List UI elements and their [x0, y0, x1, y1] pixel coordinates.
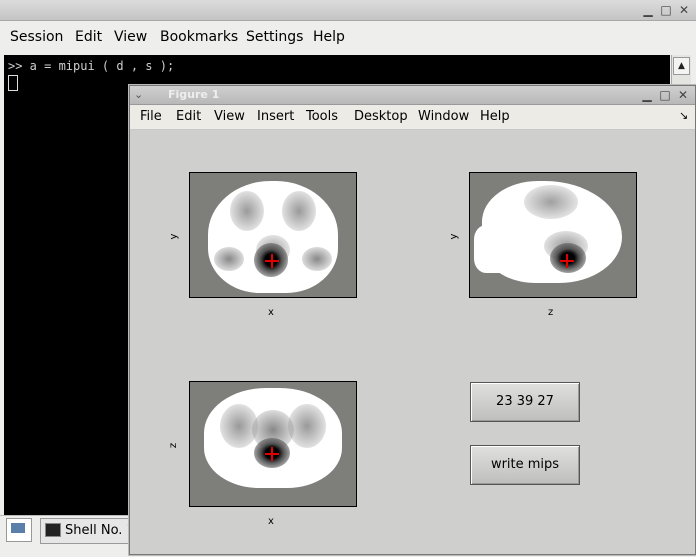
menu-insert[interactable]: Insert	[257, 109, 295, 124]
xlabel-xy: x	[268, 307, 274, 318]
maximize-icon[interactable]: □	[659, 88, 671, 102]
terminal-command-line: >> a = mipui ( d , s );	[8, 59, 175, 73]
menu-view[interactable]: View	[214, 109, 245, 124]
figure-menubar: File Edit View Insert Tools Desktop Wind…	[130, 105, 695, 130]
terminal-cursor	[8, 75, 18, 91]
figure-window: ⌄ Figure 1 ▁ □ ✕ File Edit View Insert T…	[129, 85, 696, 555]
ylabel-xy: y	[168, 233, 180, 240]
crosshair-vertical	[566, 254, 568, 268]
xlabel-xz: x	[268, 516, 274, 527]
menu-help[interactable]: Help	[480, 109, 510, 124]
window-menu-icon[interactable]: ⌄	[134, 88, 144, 101]
session-tab-label: Shell No. 1	[65, 523, 135, 538]
minimize-icon[interactable]: ▁	[642, 88, 652, 102]
close-icon[interactable]: ✕	[677, 88, 689, 102]
menu-view[interactable]: View	[114, 29, 148, 45]
dock-arrow-icon[interactable]: ↘	[679, 109, 689, 122]
konsole-titlebar[interactable]: ▁ □ ✕	[0, 0, 696, 21]
mip-axes-xz[interactable]	[189, 381, 357, 507]
crosshair-vertical	[271, 447, 273, 461]
figure-titlebar[interactable]: ⌄ Figure 1 ▁ □ ✕	[130, 86, 695, 105]
menu-help[interactable]: Help	[313, 29, 345, 45]
xlabel-zy: z	[548, 307, 554, 318]
write-mips-button[interactable]: write mips	[470, 445, 580, 485]
mip-axes-xy[interactable]	[189, 172, 357, 298]
ylabel-xz: z	[168, 442, 180, 449]
ylabel-zy: y	[448, 233, 460, 240]
close-icon[interactable]: ✕	[678, 3, 690, 17]
menu-edit[interactable]: Edit	[75, 29, 103, 45]
mip-axes-zy[interactable]	[469, 172, 637, 298]
coordinates-button[interactable]: 23 39 27	[470, 382, 580, 422]
menu-session[interactable]: Session	[10, 29, 64, 45]
session-tab[interactable]: Shell No. 1	[40, 518, 142, 544]
menu-bookmarks[interactable]: Bookmarks	[160, 29, 239, 45]
menu-edit[interactable]: Edit	[176, 109, 202, 124]
crosshair-vertical	[271, 254, 273, 268]
konsole-menubar: Session Edit View Bookmarks Settings Hel…	[0, 22, 696, 52]
menu-settings[interactable]: Settings	[246, 29, 304, 45]
figure-canvas: x y z y x z 23 39 27 write mips	[130, 130, 695, 554]
scroll-up-arrow-icon[interactable]: ▲	[673, 57, 690, 75]
figure-title: Figure 1	[168, 88, 220, 101]
minimize-icon[interactable]: ▁	[643, 3, 653, 17]
terminal-icon	[45, 523, 61, 537]
menu-tools[interactable]: Tools	[306, 109, 339, 124]
new-session-icon[interactable]	[6, 518, 32, 542]
menu-desktop[interactable]: Desktop	[354, 109, 408, 124]
menu-window[interactable]: Window	[418, 109, 470, 124]
maximize-icon[interactable]: □	[660, 3, 672, 17]
dark-region	[550, 243, 586, 273]
menu-file[interactable]: File	[140, 109, 162, 124]
